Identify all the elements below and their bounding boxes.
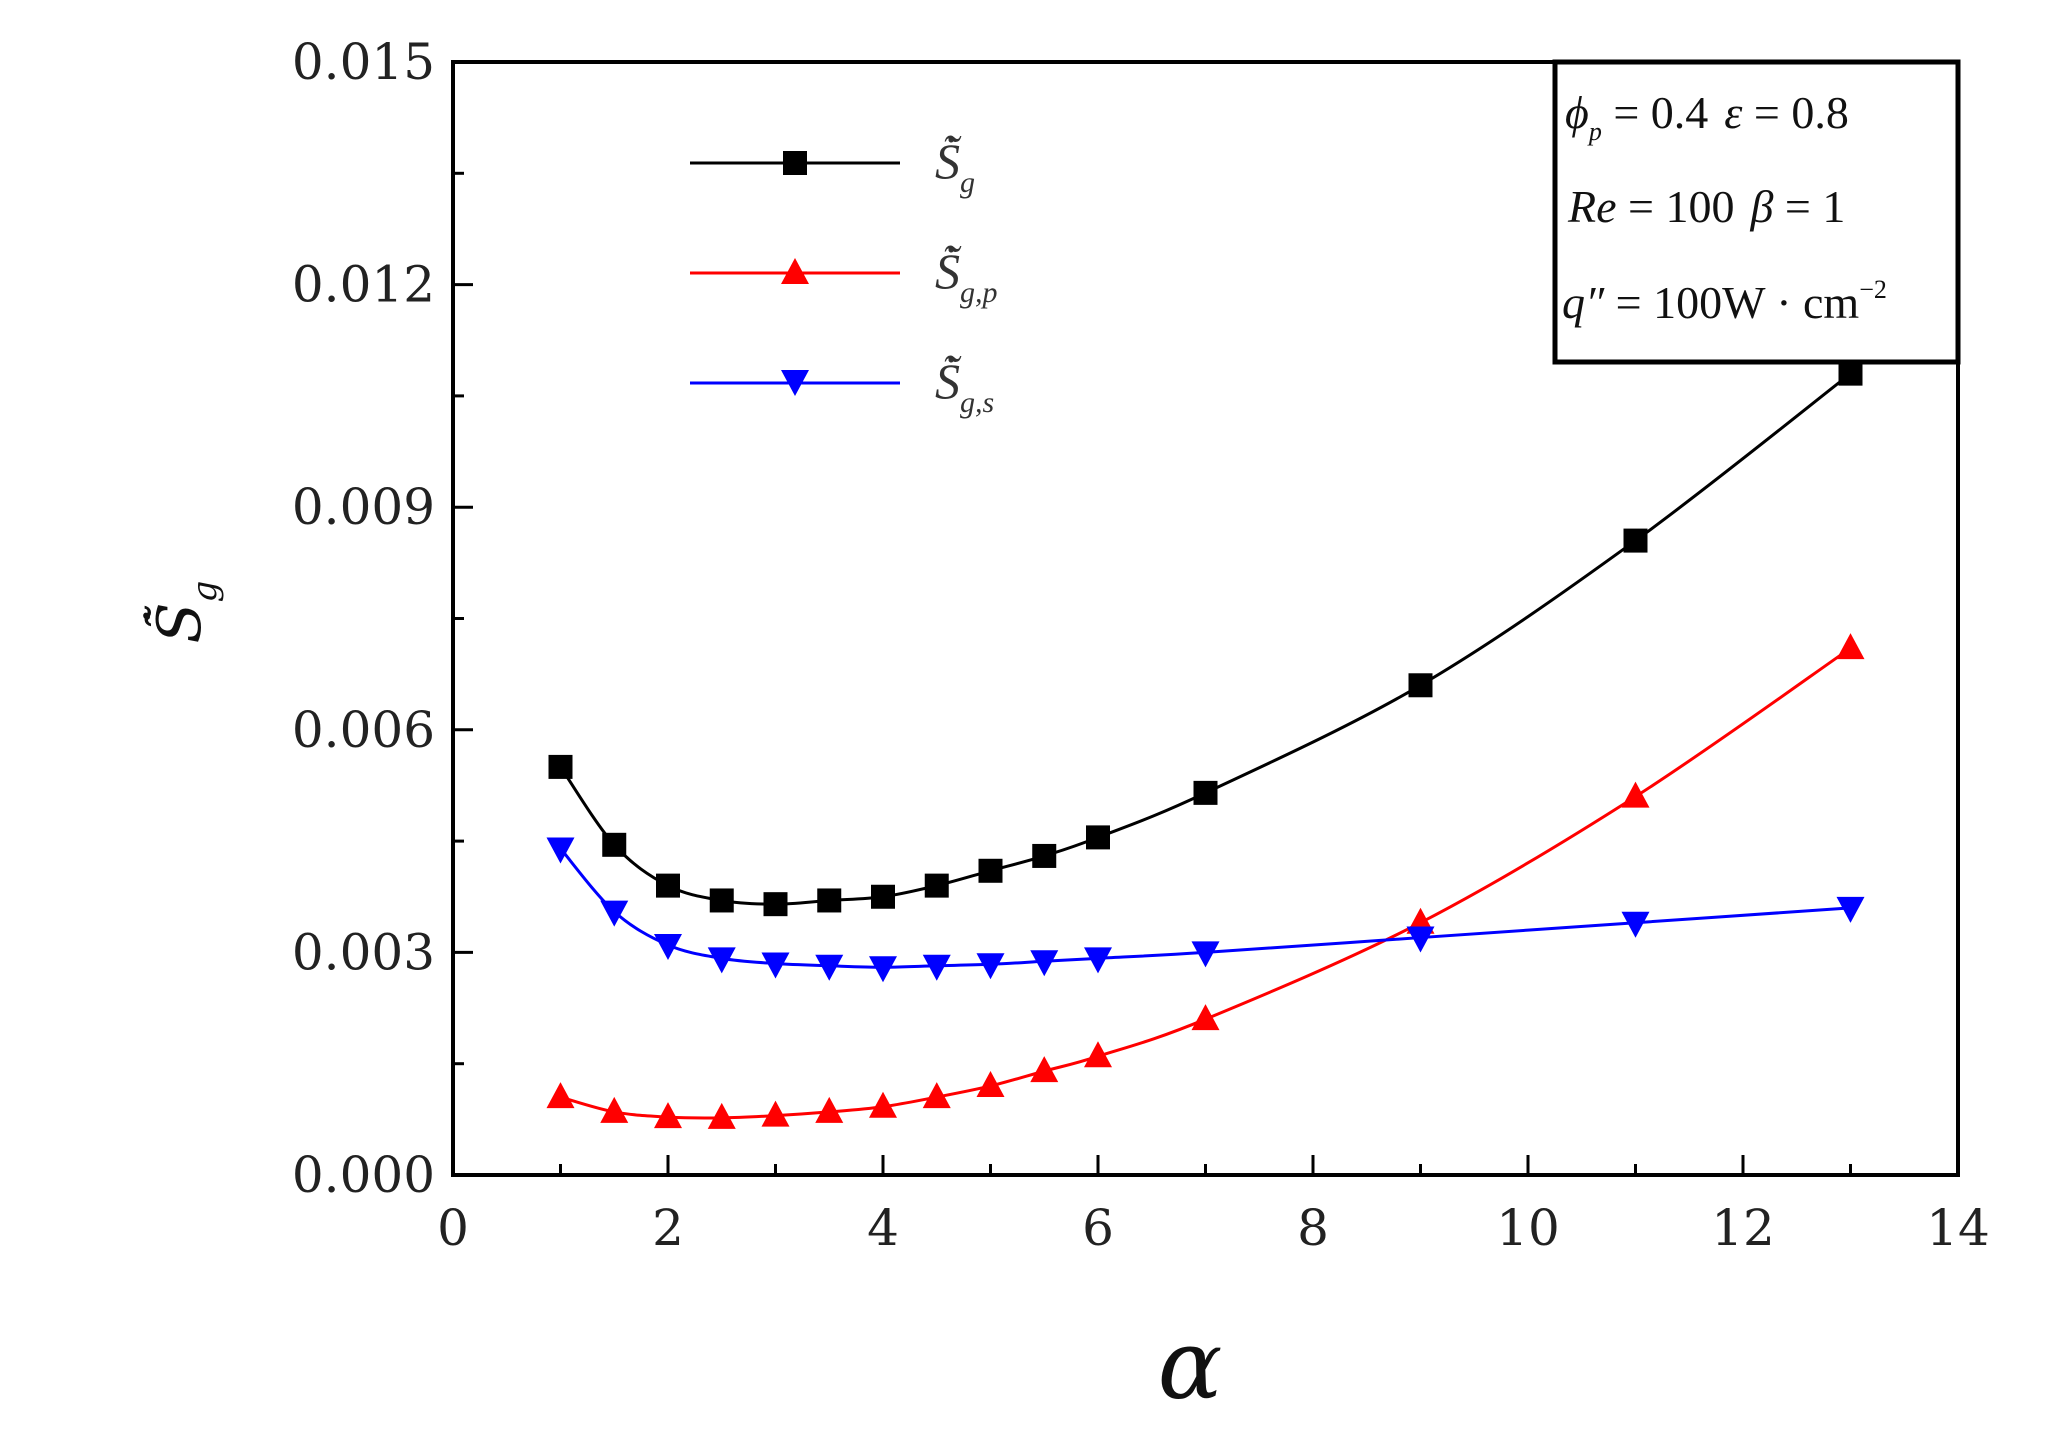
point-sgs <box>1406 926 1435 953</box>
point-sg <box>548 754 573 779</box>
point-sgs <box>761 952 790 979</box>
y-tick-label: 0.000 <box>292 1146 435 1204</box>
point-sgs <box>976 953 1005 980</box>
point-sgp <box>976 1070 1005 1097</box>
point-sgp <box>1621 781 1650 808</box>
point-sg <box>602 832 627 857</box>
legend-marker-sg <box>783 151 807 175</box>
axes-layer: 0 2 4 6 8 10 12 14 0.000 0.003 0.006 0.009 0.012 0.01… <box>292 33 1990 1257</box>
point-sgs <box>600 900 629 927</box>
x-tick-label: 8 <box>1297 1199 1329 1257</box>
point-sgs <box>1191 941 1220 968</box>
point-sgs <box>869 956 897 983</box>
x-axis-title: α <box>1158 1309 1223 1421</box>
point-sg <box>817 888 842 913</box>
parameter-box-frame <box>1552 59 1961 365</box>
y-tick-label: 0.003 <box>292 923 435 981</box>
point-sg <box>924 873 949 898</box>
legend-marker-sgs <box>781 370 809 396</box>
point-sgs <box>1836 896 1865 923</box>
x-tick-label: 2 <box>652 1199 684 1257</box>
x-tick-label: 14 <box>1926 1199 1990 1257</box>
series-line-sgp <box>560 646 1852 1120</box>
point-sgp <box>546 1082 575 1109</box>
point-sgp <box>869 1091 897 1118</box>
series-line-sg <box>559 372 1852 906</box>
point-sg <box>709 888 734 913</box>
point-sgp <box>761 1100 790 1127</box>
x-tick-label: 12 <box>1711 1199 1775 1257</box>
param-line-heat-flux: q″ = 100W · cm−2 <box>1562 275 1887 328</box>
y-axis-title: S̃̇g <box>143 581 225 644</box>
point-sgs <box>1030 950 1059 977</box>
point-sgs <box>707 947 736 974</box>
point-sgs <box>922 954 951 981</box>
legend-label-sgs: S̃̇g,s <box>935 353 994 419</box>
series-layer <box>546 361 1865 1129</box>
legend: S̃̇g S̃̇g,p S̃̇g,s <box>690 133 998 419</box>
x-tick-label: 6 <box>1082 1199 1114 1257</box>
point-sgp <box>600 1096 629 1123</box>
x-tick-label: 0 <box>437 1199 469 1257</box>
x-tick-label: 10 <box>1496 1199 1560 1257</box>
legend-label-sgp: S̃̇g,p <box>935 243 998 309</box>
point-sg <box>763 892 788 917</box>
y-tick-label: 0.012 <box>292 256 435 314</box>
point-sgp <box>1030 1056 1059 1083</box>
point-sgp <box>1836 633 1865 660</box>
point-sg <box>871 884 895 909</box>
point-sgp <box>815 1096 844 1123</box>
point-sg <box>1623 528 1648 553</box>
point-sgs <box>815 954 844 981</box>
point-sg <box>978 858 1003 883</box>
y-tick-label: 0.015 <box>292 33 435 91</box>
point-sgs <box>1084 947 1112 974</box>
y-tick-label: 0.009 <box>292 478 435 536</box>
point-sg <box>1408 673 1433 698</box>
legend-label-sg: S̃̇g <box>935 133 975 199</box>
x-tick-label: 4 <box>867 1199 899 1257</box>
point-sgs <box>546 837 575 864</box>
point-sgs <box>1621 911 1650 938</box>
point-sg <box>1838 361 1863 386</box>
point-sgp <box>922 1082 951 1109</box>
legend-marker-sgp <box>781 258 809 284</box>
y-tick-label: 0.006 <box>292 701 435 759</box>
param-line-phi-eps: ϕp = 0.4 ε = 0.8 <box>1565 87 1849 146</box>
param-line-re-beta: Re = 100 β = 1 <box>1567 181 1845 232</box>
point-sgp <box>1191 1004 1220 1031</box>
point-sgp <box>1084 1041 1112 1068</box>
point-sgp <box>654 1102 682 1129</box>
point-sg <box>1032 843 1057 868</box>
point-sg <box>1086 825 1110 850</box>
svg-text:S̃̇g: S̃̇g <box>143 581 225 644</box>
point-sg <box>656 873 680 898</box>
point-sgp <box>707 1102 736 1129</box>
parameter-box: ϕp = 0.4 ε = 0.8 Re = 100 β = 1 q″ = 100W … <box>1552 59 1961 365</box>
point-sg <box>1193 780 1218 805</box>
point-sgs <box>654 933 682 960</box>
